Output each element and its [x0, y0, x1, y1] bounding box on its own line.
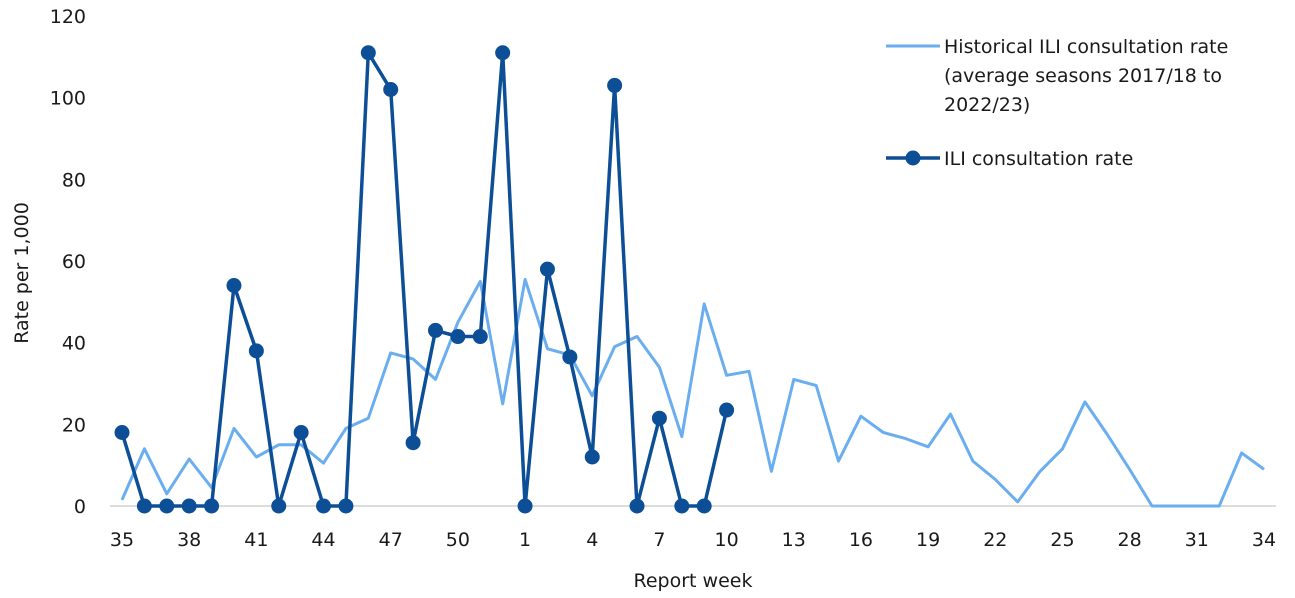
y-tick-label: 0: [74, 496, 86, 518]
y-axis-title: Rate per 1,000: [11, 202, 33, 344]
x-tick-label: 50: [446, 529, 470, 551]
data-point: [584, 449, 600, 465]
y-tick-label: 100: [50, 88, 86, 110]
y-tick-label: 60: [62, 251, 86, 273]
data-point: [181, 498, 197, 514]
data-point: [629, 498, 645, 514]
data-point: [719, 402, 735, 418]
x-tick-label: 19: [916, 529, 940, 551]
x-tick-label: 13: [782, 529, 806, 551]
x-tick-label: 7: [653, 529, 665, 551]
data-point: [383, 82, 399, 97]
legend-label: 2022/23): [944, 94, 1030, 116]
x-tick-label: 28: [1118, 529, 1142, 551]
x-tick-label: 47: [379, 529, 403, 551]
data-point: [427, 322, 443, 338]
data-point: [539, 261, 555, 277]
series-layer: [114, 45, 1265, 514]
data-point: [338, 498, 354, 514]
x-tick-label: 22: [983, 529, 1007, 551]
data-point: [696, 498, 712, 514]
data-point: [495, 45, 511, 61]
legend-label: Historical ILI consultation rate: [944, 36, 1228, 58]
legend-label: ILI consultation rate: [944, 148, 1133, 170]
x-tick-label: 44: [311, 529, 335, 551]
y-tick-label: 20: [62, 414, 86, 436]
series-line-1: [120, 277, 1265, 508]
y-tick-label: 40: [62, 333, 86, 355]
x-tick-label: 16: [849, 529, 873, 551]
legend-label: (average seasons 2017/18 to: [944, 65, 1222, 87]
x-axis-title: Report week: [634, 570, 753, 592]
x-tick-label: 38: [177, 529, 201, 551]
x-tick-label: 25: [1050, 529, 1074, 551]
data-point: [562, 349, 578, 365]
legend: Historical ILI consultation rate (average…: [886, 36, 1228, 170]
x-tick-label: 35: [110, 529, 134, 551]
data-point: [293, 425, 309, 440]
y-tick-label: 120: [50, 6, 86, 28]
data-point: [450, 329, 466, 345]
data-point: [248, 343, 264, 359]
data-point: [316, 498, 332, 514]
data-point: [405, 435, 421, 451]
x-tick-label: 1: [519, 529, 531, 551]
data-point: [114, 425, 130, 440]
x-axis-ticks: 35 38 41 44 47 50 1 4 7 10 13 16 19 22 25 28 31 34: [110, 529, 1276, 551]
data-point: [360, 45, 376, 61]
x-tick-label: 4: [586, 529, 598, 551]
data-point: [607, 77, 623, 93]
y-tick-label: 80: [62, 169, 86, 191]
data-point: [159, 498, 175, 514]
data-point: [472, 329, 488, 345]
x-tick-label: 41: [244, 529, 268, 551]
data-point: [271, 498, 287, 514]
y-axis-ticks: 0 20 40 60 80 100 120: [50, 6, 86, 518]
legend-marker: [905, 150, 921, 166]
x-tick-label: 34: [1252, 529, 1276, 551]
data-point: [517, 498, 533, 514]
data-point: [674, 498, 690, 514]
data-point: [226, 278, 242, 293]
data-point: [136, 498, 152, 514]
x-tick-label: 31: [1185, 529, 1209, 551]
series-line-2: [120, 51, 729, 508]
data-point: [204, 498, 220, 514]
x-tick-label: 10: [714, 529, 738, 551]
data-point: [651, 410, 667, 426]
